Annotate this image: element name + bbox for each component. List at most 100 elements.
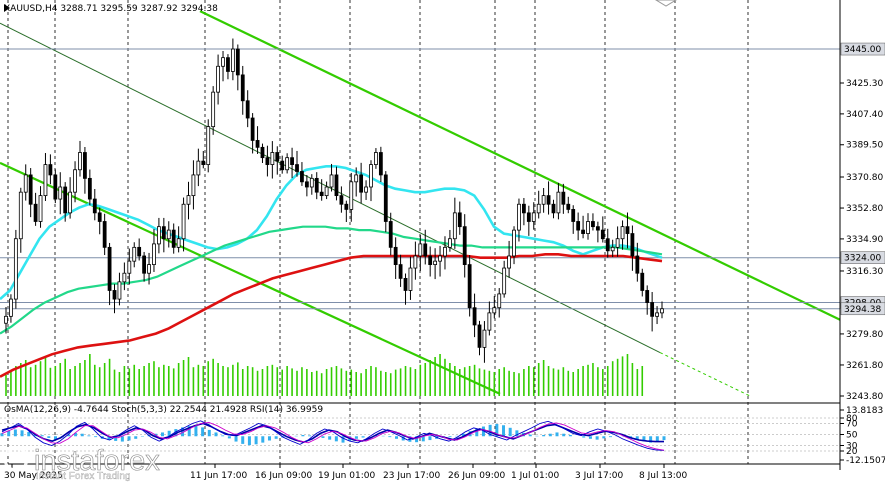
price-tick-label: 3407.40 <box>846 110 883 120</box>
candle-body <box>73 169 77 193</box>
osc-tick-label: 30 <box>846 442 858 452</box>
trend-channel <box>0 10 841 397</box>
osc-tick-label: -12.1507 <box>846 456 885 466</box>
price-tick-label: 3243.80 <box>846 392 883 402</box>
price-tick-label: 3352.80 <box>846 204 883 214</box>
candle-body <box>482 329 487 348</box>
ma-mid-line <box>0 225 663 335</box>
candle-body <box>521 203 526 214</box>
price-tick-label: 3261.80 <box>846 361 883 371</box>
candle-body <box>87 177 92 200</box>
osc-tick-label: 50 <box>846 431 858 441</box>
candle-body <box>68 191 73 214</box>
candle-body <box>250 117 255 141</box>
candle-body <box>280 160 285 171</box>
candle-body <box>551 203 556 214</box>
channel-mid-line <box>0 22 661 353</box>
candle-body <box>650 302 655 317</box>
candle-body <box>28 174 33 205</box>
price-tick-label: 3334.90 <box>846 235 883 245</box>
candle-body <box>457 212 462 228</box>
candle-body <box>295 164 299 172</box>
candle-body <box>255 140 260 148</box>
candle-body <box>595 226 600 231</box>
candle-body <box>566 203 571 210</box>
candle-body <box>536 203 541 214</box>
instaforex-logo-dot <box>12 455 20 463</box>
candle-body <box>467 264 472 309</box>
candle-body <box>221 57 225 67</box>
time-tick-label: 11 Jun 17:00 <box>190 471 247 481</box>
osc-tick-label: 70 <box>846 420 858 430</box>
candle-body <box>487 312 492 331</box>
candle-body <box>517 203 521 231</box>
candle-body <box>497 293 502 309</box>
candle-body <box>393 246 398 265</box>
candle-body <box>531 212 536 222</box>
candle-body <box>339 195 344 205</box>
candle-body <box>635 255 640 274</box>
time-tick-label: 8 Jul 13:00 <box>639 471 688 481</box>
level-label-box <box>840 42 885 56</box>
candle-body <box>147 264 151 274</box>
candle-body <box>512 229 516 257</box>
candle-body <box>610 246 615 252</box>
candle-body <box>383 174 388 222</box>
candle-body <box>586 221 590 234</box>
candle-body <box>122 272 127 283</box>
candle-body <box>300 171 304 183</box>
candle-body <box>235 48 240 76</box>
candle-body <box>354 174 359 183</box>
oscillator-header: OsMA(12,26,9) -4.7644 Stoch(5,3,3) 22.25… <box>4 405 323 415</box>
candle-body <box>211 91 216 128</box>
candle-body <box>324 186 329 197</box>
candle-body <box>191 174 196 197</box>
candle-body <box>92 198 97 214</box>
level-label-box <box>840 251 885 264</box>
candle-body <box>18 191 23 240</box>
candle-body <box>605 238 610 252</box>
candle-body <box>63 186 68 214</box>
candle-body <box>166 229 171 240</box>
candle-body <box>285 157 290 171</box>
candle-body <box>403 277 408 291</box>
candle-body <box>304 181 309 188</box>
candle-body <box>48 164 53 176</box>
candle-body <box>640 272 645 291</box>
candle-body <box>344 203 349 210</box>
level-label-box <box>840 302 885 316</box>
candle-body <box>171 229 176 248</box>
candle-body <box>408 267 413 291</box>
candle-body <box>576 221 581 231</box>
rsi-line <box>1 422 664 444</box>
watermark-tagline: Instant Forex Trading <box>36 471 131 482</box>
candle-body <box>625 226 630 234</box>
candle-body <box>43 164 48 197</box>
candle-body <box>571 209 576 222</box>
candle-body <box>591 221 595 228</box>
channel-lower-line <box>0 161 501 395</box>
candle-body <box>83 152 87 179</box>
candle-body <box>374 152 378 165</box>
candle-body <box>418 243 423 257</box>
symbol-arrow-icon <box>4 4 10 12</box>
time-axis: 30 May 2025 11 Jun 17:00 16 Jun 09:00 19 Ju… <box>4 464 688 481</box>
candle-body <box>413 255 418 269</box>
candle-body <box>438 255 442 262</box>
candle-body <box>270 152 275 165</box>
time-tick-label: 19 Jun 01:00 <box>318 471 375 481</box>
candle-body <box>359 174 364 193</box>
candle-body <box>448 238 452 248</box>
candle-body <box>13 238 18 300</box>
price-axis: 3425.30 3407.40 3389.50 3370.80 3352.80 3334.… <box>0 0 885 470</box>
candle-body <box>137 246 142 257</box>
candle-body <box>349 181 354 210</box>
candle-body <box>526 212 531 222</box>
candle-body <box>600 229 605 240</box>
price-tick-label: 3279.80 <box>846 330 883 340</box>
time-tick-label: 3 Jul 17:00 <box>575 471 624 481</box>
candle-body <box>176 238 181 248</box>
candle-body <box>112 290 117 300</box>
